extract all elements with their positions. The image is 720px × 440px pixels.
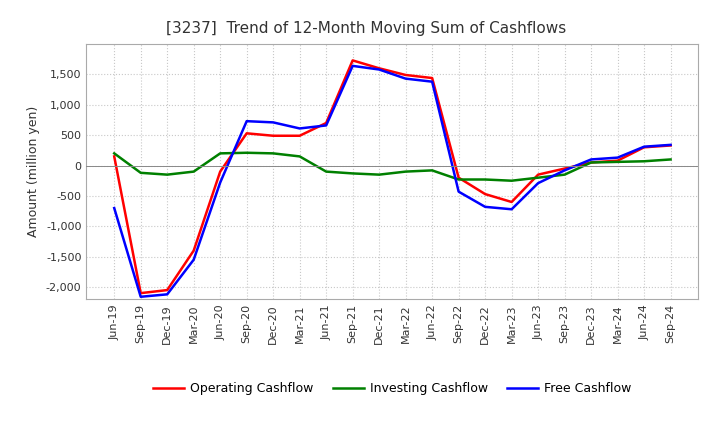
Free Cashflow [216,180,225,185]
Operating Cashflow [508,199,516,205]
Free Cashflow [348,63,357,69]
Investing Cashflow [401,169,410,174]
Investing Cashflow [560,172,569,177]
Free Cashflow [110,205,119,211]
Operating Cashflow [428,75,436,81]
Free Cashflow [640,144,649,149]
Free Cashflow [375,67,384,72]
Investing Cashflow [163,172,171,177]
Investing Cashflow [481,177,490,182]
Operating Cashflow [587,160,595,165]
Investing Cashflow [454,177,463,182]
Operating Cashflow [481,191,490,197]
Free Cashflow [454,189,463,194]
Operating Cashflow [454,175,463,180]
Operating Cashflow [348,58,357,63]
Free Cashflow [136,294,145,299]
Operating Cashflow [216,169,225,174]
Investing Cashflow [243,150,251,155]
Investing Cashflow [587,160,595,165]
Free Cashflow [666,142,675,147]
Investing Cashflow [189,169,198,174]
Investing Cashflow [428,168,436,173]
Investing Cashflow [295,154,304,159]
Investing Cashflow [110,151,119,156]
Investing Cashflow [348,171,357,176]
Investing Cashflow [136,170,145,176]
Free Cashflow [189,257,198,262]
Operating Cashflow [401,72,410,77]
Operating Cashflow [295,133,304,139]
Investing Cashflow [216,151,225,156]
Y-axis label: Amount (million yen): Amount (million yen) [27,106,40,237]
Operating Cashflow [189,248,198,253]
Operating Cashflow [375,66,384,71]
Operating Cashflow [110,154,119,159]
Free Cashflow [295,126,304,131]
Legend: Operating Cashflow, Investing Cashflow, Free Cashflow: Operating Cashflow, Investing Cashflow, … [148,377,636,400]
Free Cashflow [401,76,410,81]
Operating Cashflow [534,172,542,177]
Free Cashflow [587,157,595,162]
Investing Cashflow [375,172,384,177]
Free Cashflow [534,180,542,186]
Investing Cashflow [613,159,622,165]
Free Cashflow [508,207,516,212]
Investing Cashflow [269,151,277,156]
Investing Cashflow [322,169,330,174]
Free Cashflow [560,168,569,173]
Investing Cashflow [666,157,675,162]
Line: Investing Cashflow: Investing Cashflow [114,153,670,181]
Operating Cashflow [640,145,649,150]
Free Cashflow [481,204,490,209]
Free Cashflow [269,120,277,125]
Text: [3237]  Trend of 12-Month Moving Sum of Cashflows: [3237] Trend of 12-Month Moving Sum of C… [166,21,566,36]
Free Cashflow [613,155,622,160]
Investing Cashflow [534,175,542,180]
Operating Cashflow [163,287,171,293]
Operating Cashflow [136,290,145,296]
Operating Cashflow [243,131,251,136]
Free Cashflow [322,123,330,128]
Operating Cashflow [666,143,675,148]
Line: Operating Cashflow: Operating Cashflow [114,60,670,293]
Free Cashflow [243,118,251,124]
Free Cashflow [428,79,436,84]
Operating Cashflow [560,166,569,171]
Operating Cashflow [322,121,330,126]
Operating Cashflow [613,158,622,163]
Investing Cashflow [640,159,649,164]
Free Cashflow [163,292,171,297]
Operating Cashflow [269,133,277,139]
Investing Cashflow [508,178,516,183]
Line: Free Cashflow: Free Cashflow [114,66,670,297]
